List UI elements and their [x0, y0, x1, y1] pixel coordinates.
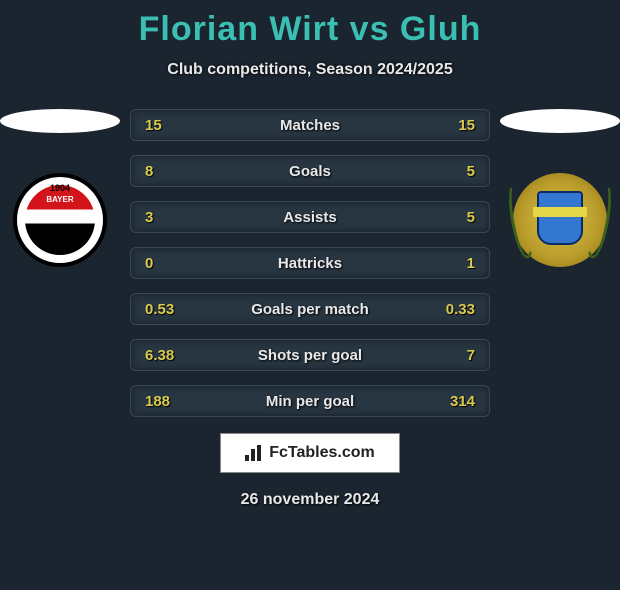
metric-row: 3 Assists 5: [130, 201, 490, 233]
right-player-block: [500, 109, 620, 267]
metric-right-value: 5: [435, 209, 475, 226]
metric-right-value: 7: [435, 347, 475, 364]
crest-city: Leverkusen: [17, 224, 103, 233]
metric-row: 6.38 Shots per goal 7: [130, 339, 490, 371]
club-crest-left: 1904 BAYER Leverkusen: [13, 173, 107, 267]
snapshot-date: 26 november 2024: [0, 491, 620, 509]
chart-icon: [245, 445, 265, 461]
page-title: Florian Wirt vs Gluh: [0, 10, 620, 49]
comparison-container: 1904 BAYER Leverkusen 15 Matches 15 8 Go…: [0, 109, 620, 509]
metric-row: 0.53 Goals per match 0.33: [130, 293, 490, 325]
subtitle: Club competitions, Season 2024/2025: [0, 61, 620, 79]
metric-right-value: 15: [435, 117, 475, 134]
club-crest-right: [513, 173, 607, 267]
source-badge-text: FcTables.com: [269, 444, 375, 462]
crest-year: 1904: [17, 183, 103, 193]
crest-brand: BAYER: [17, 195, 103, 204]
source-badge[interactable]: FcTables.com: [220, 433, 400, 473]
metric-row: 15 Matches 15: [130, 109, 490, 141]
player-photo-placeholder-left: [0, 109, 120, 133]
metric-right-value: 314: [435, 393, 475, 410]
metric-right-value: 1: [435, 255, 475, 272]
player-photo-placeholder-right: [500, 109, 620, 133]
metric-right-value: 5: [435, 163, 475, 180]
metric-row: 188 Min per goal 314: [130, 385, 490, 417]
left-player-block: 1904 BAYER Leverkusen: [0, 109, 120, 267]
metric-right-value: 0.33: [435, 301, 475, 318]
metric-row: 8 Goals 5: [130, 155, 490, 187]
metrics-table: 15 Matches 15 8 Goals 5 3 Assists 5 0 Ha…: [130, 109, 490, 417]
metric-row: 0 Hattricks 1: [130, 247, 490, 279]
